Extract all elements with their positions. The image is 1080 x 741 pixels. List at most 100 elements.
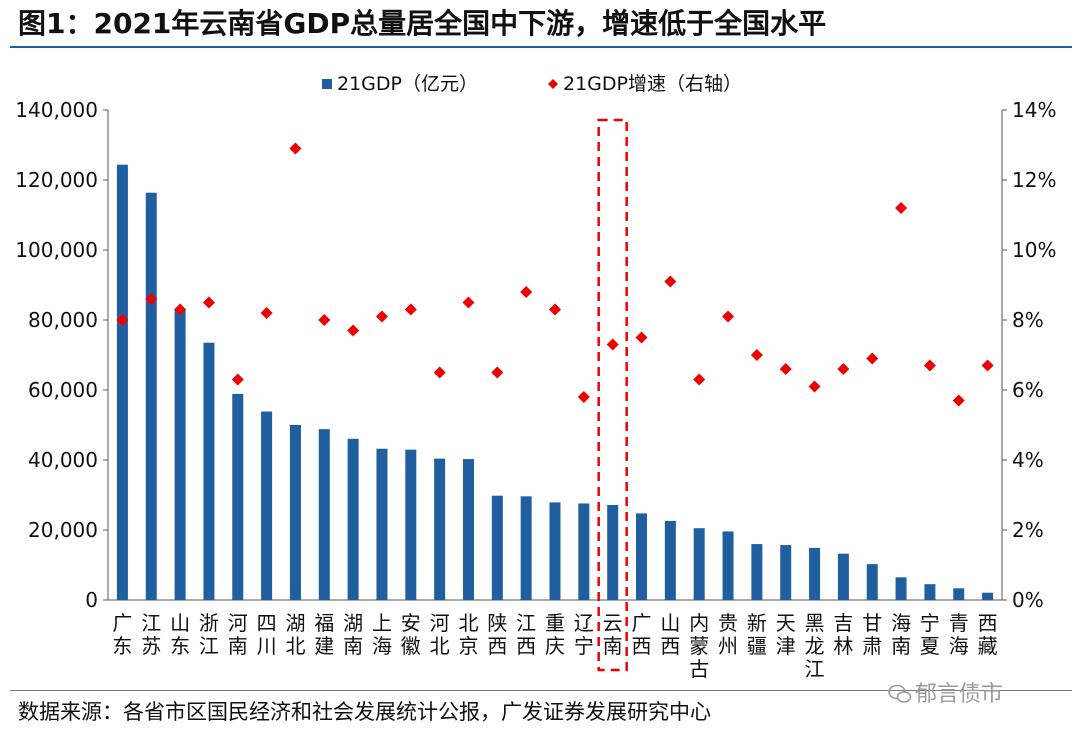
category-label: 江西	[516, 611, 536, 658]
right-tick-label: 12%	[1012, 168, 1056, 192]
category-label: 上海	[372, 611, 392, 658]
category-label: 四川	[257, 611, 277, 658]
category-label: 广东	[112, 611, 132, 658]
bar	[145, 192, 157, 600]
bar	[203, 342, 215, 600]
right-tick-label: 14%	[1012, 98, 1056, 122]
bar	[837, 553, 849, 600]
bar	[491, 495, 503, 600]
bar	[895, 577, 907, 600]
category-label: 安徽	[401, 611, 421, 658]
category-label: 宁夏	[920, 611, 940, 658]
growth-marker	[289, 142, 302, 155]
growth-marker	[231, 373, 244, 386]
bar	[405, 449, 417, 600]
growth-marker	[693, 373, 706, 386]
growth-marker	[923, 359, 936, 372]
category-label: 云南	[603, 611, 623, 658]
bar	[953, 588, 965, 600]
left-tick-label: 0	[85, 588, 98, 612]
category-label: 贵州	[718, 611, 738, 658]
bar	[347, 438, 359, 600]
growth-marker	[116, 314, 129, 326]
legend: 21GDP（亿元） 21GDP增速（右轴）	[322, 73, 742, 95]
chart-title: 图1：2021年云南省GDP总量居全国中下游，增速低于全国水平	[18, 7, 827, 40]
category-label: 重庆	[545, 611, 565, 658]
growth-marker	[202, 296, 215, 309]
bars	[116, 164, 994, 600]
growth-marker	[808, 380, 821, 393]
right-tick-label: 0%	[1012, 588, 1044, 612]
watermark: 郁言债市	[915, 682, 1004, 707]
growth-marker	[866, 352, 879, 365]
right-tick-label: 10%	[1012, 238, 1056, 262]
growth-marker	[722, 310, 735, 323]
bar	[232, 393, 244, 600]
bar	[636, 513, 648, 600]
left-axis-ticks: 0 20,000 40,000 60,000 80,000 100,000 120,000 1…	[15, 98, 108, 612]
left-tick-label: 140,000	[15, 98, 98, 122]
category-labels: 广东江苏山东浙江河南四川湖北福建湖南上海安徽河北北京陕西江西重庆辽宁云南广西山西…	[112, 611, 997, 681]
growth-marker	[462, 296, 475, 309]
right-tick-label: 4%	[1012, 448, 1044, 472]
legend-bar-swatch	[322, 79, 332, 89]
category-label: 辽宁	[574, 611, 594, 658]
category-label: 福建	[314, 611, 334, 658]
right-tick-label: 8%	[1012, 308, 1044, 332]
source-note: 数据来源：各省市区国民经济和社会发展统计公报，广发证券发展研究中心	[18, 700, 711, 724]
category-label: 广西	[632, 611, 652, 658]
wechat-icon	[888, 684, 912, 703]
growth-marker	[404, 303, 417, 316]
category-label: 陕西	[487, 611, 507, 658]
highlight-group	[597, 118, 628, 672]
bar	[809, 547, 821, 600]
legend-marker-label: 21GDP增速（右轴）	[563, 73, 742, 95]
growth-marker	[664, 275, 677, 288]
growth-marker	[375, 310, 388, 323]
left-tick-label: 20,000	[28, 518, 98, 542]
title-divider	[10, 46, 1072, 48]
category-label: 黑龙江	[805, 611, 825, 681]
category-label: 湖北	[285, 611, 305, 658]
legend-bar-label: 21GDP（亿元）	[337, 73, 478, 95]
category-label: 山东	[170, 611, 190, 658]
growth-marker	[145, 293, 158, 305]
right-axis-ticks: 0% 2% 4% 6% 8% 10% 12% 14%	[1002, 98, 1056, 612]
growth-marker	[981, 359, 994, 372]
growth-marker	[318, 314, 331, 326]
category-label: 江苏	[141, 611, 161, 658]
growth-marker	[635, 331, 648, 344]
bar	[549, 502, 561, 600]
growth-marker	[347, 324, 360, 337]
bar	[520, 496, 532, 600]
bar	[664, 520, 676, 600]
category-label: 天津	[776, 611, 796, 658]
growth-marker	[174, 303, 187, 316]
bar	[318, 429, 330, 600]
growth-marker	[779, 363, 792, 375]
category-label: 甘肃	[862, 611, 882, 658]
growth-marker	[750, 349, 763, 361]
highlight-box	[597, 118, 628, 672]
category-label: 青海	[949, 611, 969, 658]
bar	[722, 531, 734, 600]
growth-marker	[433, 366, 446, 379]
growth-marker	[577, 391, 590, 403]
bar	[607, 504, 619, 600]
bar	[116, 164, 128, 600]
left-tick-label: 40,000	[28, 448, 98, 472]
growth-marker	[491, 366, 504, 379]
category-label: 西藏	[978, 611, 998, 658]
growth-marker	[952, 394, 965, 407]
category-label: 北京	[458, 611, 478, 658]
bar	[866, 564, 878, 600]
bar	[462, 459, 474, 600]
footer-divider	[10, 690, 1072, 691]
right-tick-label: 6%	[1012, 378, 1044, 402]
growth-marker	[549, 303, 561, 316]
bar	[780, 545, 792, 600]
growth-markers	[116, 142, 994, 407]
left-tick-label: 60,000	[28, 378, 98, 402]
bar	[376, 448, 388, 600]
category-label: 河南	[228, 611, 248, 658]
